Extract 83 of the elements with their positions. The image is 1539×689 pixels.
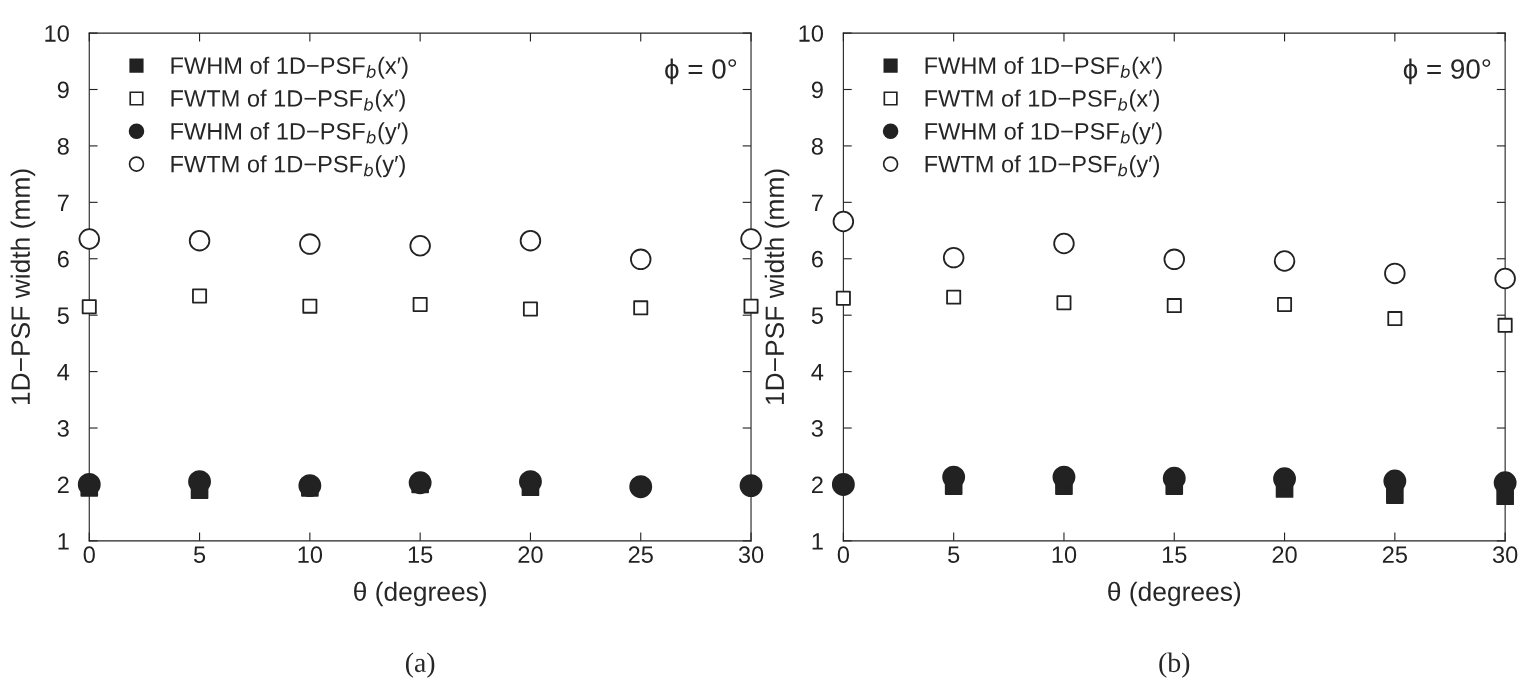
point [630, 248, 652, 271]
point [1277, 296, 1293, 312]
y-tick-label: 6 [57, 250, 69, 268]
legend-label: FWHM of 1D−PSF$_{b}$(x′) [171, 56, 408, 79]
point [522, 301, 538, 317]
y-tick-label: 7 [812, 194, 823, 211]
point [1384, 262, 1406, 285]
legend-label: FWTM of 1D−PSF$_{b}$(y′) [925, 155, 1160, 178]
point [412, 296, 428, 312]
x-tick-label: 30 [738, 546, 764, 564]
x-tick-label: 5 [193, 546, 206, 564]
point [835, 290, 851, 306]
y-tick-label: 2 [811, 476, 823, 493]
point [1387, 311, 1403, 327]
annotation: ϕ = 90° [1403, 58, 1491, 85]
x-tick-label: 10 [1052, 546, 1077, 564]
y-tick-label: 3 [811, 420, 823, 437]
y-tick-label: 2 [57, 476, 69, 493]
legend-label: FWTM of 1D−PSF$_{b}$(x′) [925, 89, 1160, 112]
annotation: ϕ = 0° [665, 58, 737, 85]
point [1497, 317, 1513, 333]
x-tick-label: 15 [408, 546, 433, 564]
point [302, 298, 318, 314]
y-tick-label: 8 [811, 137, 823, 155]
y-tick-label: 9 [57, 81, 69, 99]
point [519, 229, 542, 252]
point [739, 474, 763, 498]
point [942, 246, 965, 269]
point [1163, 248, 1185, 271]
x-tick-label: 0 [837, 546, 850, 564]
legend-label: FWHM of 1D−PSF$_{b}$(y′) [171, 122, 408, 145]
point [1166, 298, 1182, 314]
point [78, 228, 100, 250]
y-axis-title: 1D−PSF width (mm) [10, 169, 36, 405]
x-tick-label: 20 [1272, 546, 1297, 564]
point [831, 473, 855, 496]
y-tick-label: 6 [812, 250, 823, 268]
point [740, 228, 762, 250]
text: (b) [1159, 652, 1190, 678]
x-tick-label: 5 [948, 546, 960, 564]
x-tick-label: 10 [298, 546, 323, 564]
point [743, 298, 759, 314]
point [1053, 232, 1075, 255]
point [192, 288, 208, 304]
y-tick-label: 3 [57, 420, 69, 437]
point [188, 229, 211, 252]
x-axis-title: θ (degrees) [1108, 581, 1241, 607]
point [81, 299, 97, 315]
x-tick-label: 0 [83, 546, 95, 564]
point [946, 289, 962, 305]
point [409, 235, 431, 257]
x-tick-label: 25 [1382, 546, 1407, 564]
x-tick-label: 30 [1492, 546, 1518, 564]
y-tick-label: 4 [811, 363, 824, 381]
point [299, 233, 321, 255]
point [629, 475, 653, 499]
x-tick-label: 25 [628, 546, 653, 564]
text: (a) [405, 652, 435, 678]
y-tick-label: 4 [57, 363, 70, 381]
legend-label: FWTM of 1D−PSF$_{b}$(x′) [171, 89, 405, 112]
y-tick-label: 5 [811, 307, 823, 324]
x-axis-title: θ (degrees) [354, 581, 486, 607]
legend-label: FWTM of 1D−PSF$_{b}$(y′) [171, 155, 405, 178]
y-tick-label: 8 [57, 137, 69, 155]
y-tick-label: 1 [812, 533, 823, 550]
y-tick-label: 7 [57, 194, 69, 211]
point [408, 471, 432, 495]
point [832, 210, 855, 233]
y-tick-label: 10 [799, 25, 824, 42]
legend-label: FWHM of 1D−PSF$_{b}$(y′) [925, 122, 1162, 145]
y-axis-title: 1D−PSF width (mm) [764, 169, 790, 405]
point [1494, 267, 1516, 290]
point [1056, 295, 1072, 311]
point [298, 474, 322, 498]
y-tick-label: 1 [58, 533, 69, 550]
y-tick-label: 10 [45, 25, 69, 42]
y-tick-label: 5 [57, 307, 69, 324]
point [633, 300, 649, 316]
legend-label: FWHM of 1D−PSF$_{b}$(x′) [925, 56, 1162, 79]
y-tick-label: 9 [811, 81, 823, 99]
point [1273, 250, 1296, 272]
x-tick-label: 15 [1162, 546, 1187, 564]
x-tick-label: 20 [518, 546, 543, 564]
